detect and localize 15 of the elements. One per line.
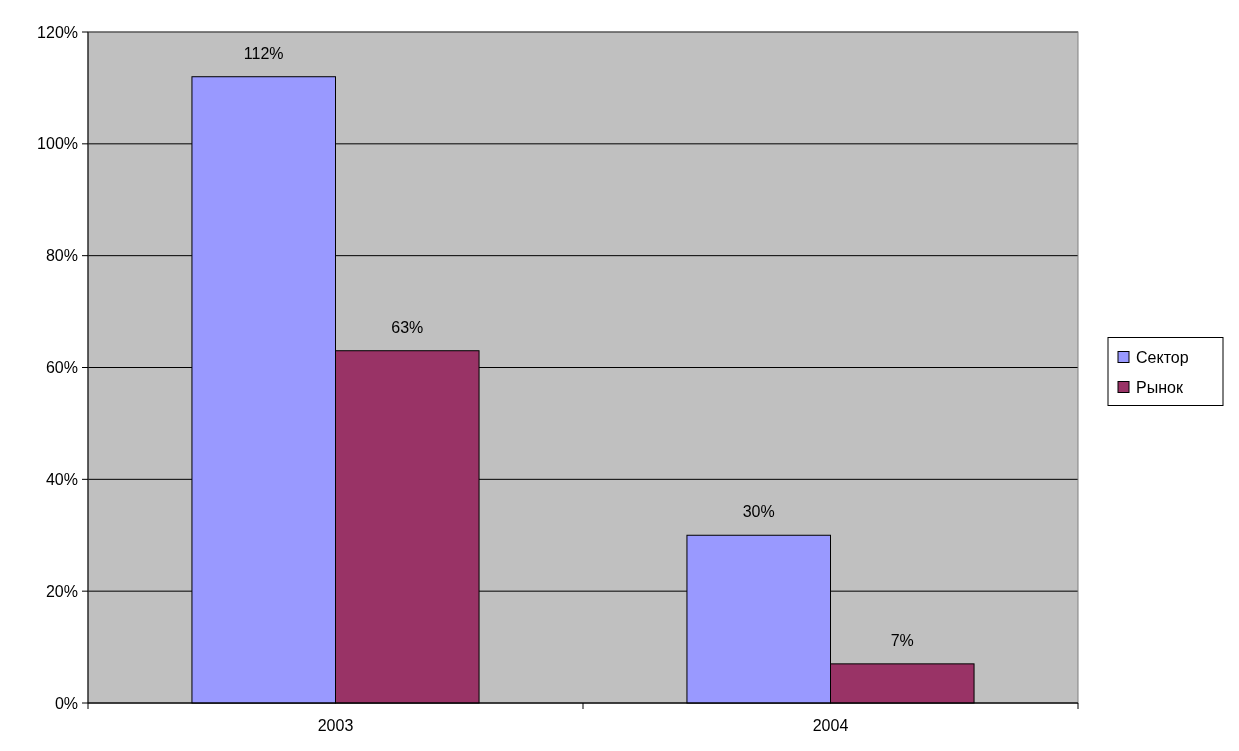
y-tick-label: 40% [45,470,78,488]
legend-label: Рынок [1136,379,1184,397]
data-label: 112% [243,44,284,62]
y-tick-label: 60% [45,359,78,377]
y-tick-label: 80% [45,247,78,265]
y-tick-label: 100% [37,135,78,153]
data-label: 30% [742,503,775,521]
data-label: 63% [391,318,424,336]
y-tick-label: 20% [45,582,78,600]
data-label: 7% [890,631,914,649]
x-tick-label: 2004 [812,717,849,734]
x-tick-label: 2003 [317,717,354,734]
y-tick-label: 0% [54,694,78,712]
y-tick-label: 120% [37,23,78,41]
legend-label: Сектор [1136,349,1189,367]
